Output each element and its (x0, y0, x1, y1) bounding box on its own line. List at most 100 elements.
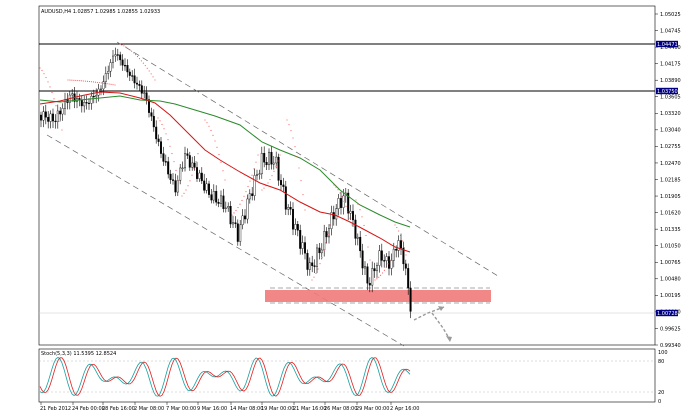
price-tick-label: 1.02755 (660, 144, 681, 150)
sar-dot (41, 70, 43, 72)
candle-body (243, 215, 246, 220)
price-label-text: 1.03750 (657, 89, 678, 95)
sar-dot (319, 263, 321, 265)
channel-upper-line (116, 41, 499, 277)
candle-body (260, 153, 263, 175)
main-chart-frame (38, 5, 656, 346)
sar-dot (349, 217, 351, 219)
sar-dot (114, 84, 116, 86)
sar-dot (39, 67, 41, 69)
sar-dot (169, 145, 171, 147)
sar-dot (383, 269, 385, 271)
price-tick-label: 1.00195 (660, 293, 681, 299)
candle-body (188, 155, 191, 168)
candle-body (78, 98, 81, 100)
sar-dot (333, 184, 335, 186)
osc-axis-label: 20 (658, 390, 664, 396)
sar-dot (374, 279, 376, 281)
sar-dot (396, 226, 398, 229)
candle-body (229, 206, 232, 225)
sar-dot (119, 43, 121, 45)
green-moving-average (39, 95, 411, 228)
candle-body (167, 161, 170, 175)
candle-body (61, 108, 64, 115)
sar-dot (102, 82, 104, 84)
sar-dot (269, 179, 271, 181)
sar-dot (363, 224, 365, 227)
candle-body (272, 162, 275, 165)
candle-body (407, 268, 410, 289)
stochastic-signal-line (39, 357, 411, 397)
sar-dot (83, 80, 85, 82)
candle-body (107, 70, 110, 74)
candle-body (296, 224, 299, 231)
sar-dot (75, 79, 77, 81)
candle-body (56, 110, 59, 122)
candle-body (258, 173, 261, 175)
sar-dot (214, 140, 216, 142)
candle-body (320, 249, 323, 254)
sar-dot (253, 168, 255, 170)
candle-body (390, 260, 393, 269)
sar-dot (277, 160, 279, 162)
sar-dot (146, 67, 148, 69)
sar-dot (191, 174, 193, 176)
candle-body (234, 222, 237, 224)
sar-dot (233, 212, 235, 214)
sar-dot (327, 233, 329, 235)
sar-dot (204, 119, 206, 121)
candle-body (92, 95, 95, 98)
candle-body (126, 65, 129, 73)
sar-dot (337, 189, 339, 191)
sar-dot (125, 46, 127, 48)
sar-dot (183, 192, 185, 194)
sar-dot (361, 216, 363, 218)
sar-dot (335, 186, 337, 188)
sar-dot (317, 268, 319, 270)
candle-body (224, 207, 227, 209)
sar-dot (347, 211, 349, 213)
candle-body (253, 175, 256, 196)
candle-body (145, 92, 148, 100)
time-tick-label: 14 Mar 08:00 (230, 406, 263, 412)
candle-body (368, 282, 371, 286)
sar-dot (380, 274, 382, 276)
candle-body (270, 151, 273, 165)
sar-dot (212, 134, 214, 136)
price-tick-label: 1.00765 (660, 260, 681, 266)
price-tick-label: 1.01905 (660, 194, 681, 200)
candle-body (392, 248, 395, 261)
sar-dot (298, 167, 300, 169)
candle-body (195, 167, 198, 179)
candle-body (335, 208, 338, 220)
candle-body (265, 162, 268, 166)
sar-dot (104, 82, 106, 85)
price-label-box (656, 309, 678, 317)
sar-dot (81, 80, 83, 82)
candle-body (59, 110, 62, 115)
sar-dot (131, 50, 133, 52)
sar-dot (245, 191, 247, 193)
candle-body (354, 219, 357, 239)
candle-body (347, 192, 350, 214)
candle-body (388, 256, 391, 269)
candle-body (231, 222, 234, 225)
time-tick-label: 2 Mar 08:00 (134, 406, 164, 412)
sar-dot (140, 60, 142, 62)
sar-dot (51, 92, 53, 94)
sar-dot (112, 84, 114, 86)
sar-dot (302, 194, 304, 196)
sar-dot (249, 180, 251, 182)
candle-body (318, 247, 321, 254)
sar-dot (343, 200, 345, 202)
candle-body (277, 156, 280, 181)
candle-body (217, 202, 220, 204)
candle-body (395, 248, 398, 251)
sar-dot (339, 192, 341, 194)
price-tick-label: 1.03890 (660, 78, 681, 84)
sar-dot (351, 224, 353, 226)
candle-body (337, 198, 340, 209)
sar-dot (135, 54, 137, 56)
